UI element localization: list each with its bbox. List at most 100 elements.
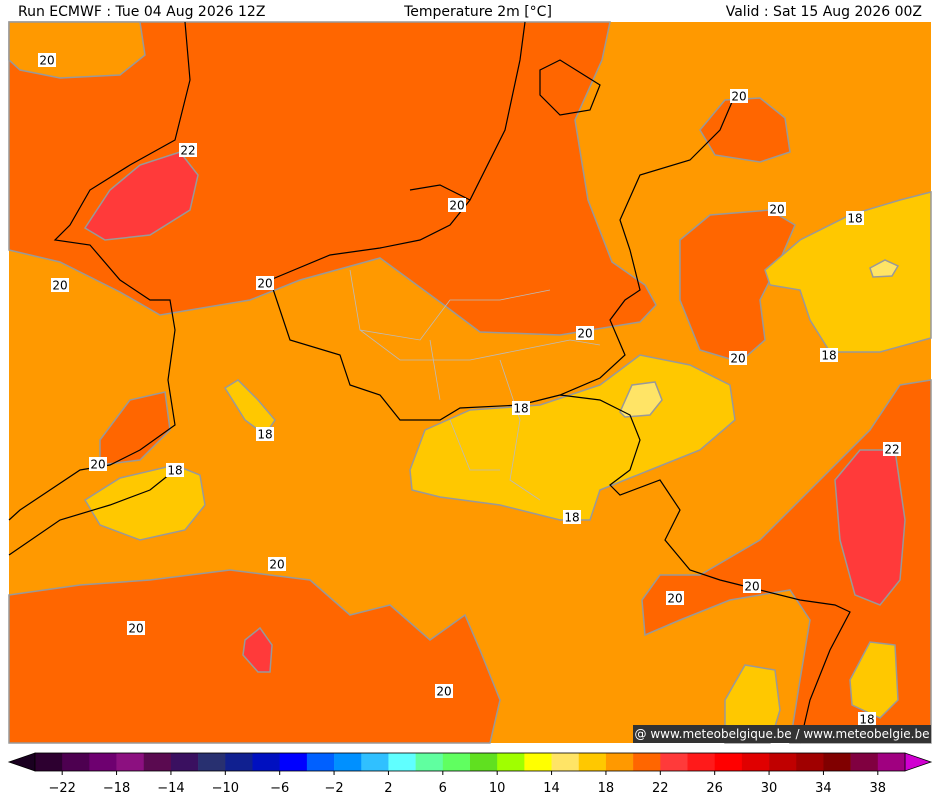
contour-label: 20 xyxy=(436,685,451,699)
coastline xyxy=(8,21,526,556)
cool-core xyxy=(619,381,663,418)
colorbar-swatch xyxy=(497,753,525,771)
colorbar-swatch xyxy=(877,753,906,771)
run-label: Run ECMWF : Tue 04 Aug 2026 12Z xyxy=(18,4,265,20)
contour-label-box xyxy=(743,579,761,593)
colorbar-swatch xyxy=(252,753,280,771)
colorbar-swatch xyxy=(578,753,607,771)
contour-label: 22 xyxy=(884,443,899,457)
colorbar-swatch xyxy=(415,753,444,771)
contour-label-box xyxy=(846,211,864,225)
colorbar-label: 10 xyxy=(489,781,506,796)
contour-label: 20 xyxy=(577,327,592,341)
cool-core xyxy=(869,259,900,278)
colorbar-label: 2 xyxy=(384,781,392,796)
map xyxy=(8,21,932,744)
colorbar-label: 26 xyxy=(706,781,723,796)
contour-label: 20 xyxy=(257,277,272,291)
hot-region xyxy=(83,151,199,241)
cool-patch xyxy=(8,21,146,79)
contour-label: 18 xyxy=(257,428,272,442)
contour-label-box xyxy=(666,591,684,605)
colorbar-swatch xyxy=(687,753,715,771)
contour-label: 20 xyxy=(744,580,759,594)
colorbar-swatch xyxy=(796,753,824,771)
colorbar-swatch xyxy=(334,753,362,771)
contour-label-box xyxy=(729,351,747,365)
colorbar-end xyxy=(7,752,36,772)
contour-label-box xyxy=(256,427,274,441)
contour-label-box xyxy=(883,442,901,456)
warm-region xyxy=(8,21,657,336)
colorbar-swatch xyxy=(361,753,389,771)
contour-label: 18 xyxy=(821,349,836,363)
colorbar-swatch xyxy=(551,753,580,771)
colorbar-label: −2 xyxy=(324,781,343,796)
colorbar-swatch xyxy=(62,753,90,771)
province-border xyxy=(349,269,601,501)
contour-label-box xyxy=(730,89,748,103)
contour-label-box xyxy=(563,510,581,524)
colorbar-swatch xyxy=(306,753,335,771)
contour-label-box xyxy=(435,684,453,698)
contour-label-box xyxy=(89,457,107,471)
colorbar-swatch xyxy=(35,753,63,771)
colorbar-label: −22 xyxy=(48,781,75,796)
contour-label: 20 xyxy=(90,458,105,472)
contour-label-box xyxy=(256,276,274,290)
colorbar-label: −6 xyxy=(270,781,289,796)
colorbar-swatch xyxy=(442,753,471,771)
contour-label-box xyxy=(820,348,838,362)
contour-label: 18 xyxy=(847,212,862,226)
colorbar-swatch xyxy=(116,753,145,771)
colorbar-swatch xyxy=(89,753,117,771)
colorbar-swatch xyxy=(741,753,770,771)
colorbar: −22 −18 −14 −10 −6 −2 2 6 10 14 18 22 26 30 34 38 xyxy=(7,752,933,796)
contour-label-box xyxy=(179,143,197,157)
contour-label: 20 xyxy=(449,199,464,213)
colorbar-swatch xyxy=(225,753,253,771)
contour-label: 18 xyxy=(564,511,579,525)
colorbar-label: 34 xyxy=(815,781,832,796)
contour-label-box xyxy=(51,278,69,292)
colorbar-swatch xyxy=(388,753,416,771)
colorbar-swatch xyxy=(143,753,172,771)
contour-label: 20 xyxy=(731,90,746,104)
contour-label: 20 xyxy=(269,558,284,572)
cool-region xyxy=(83,464,206,541)
contour-label: 18 xyxy=(859,713,874,727)
contour-label-box xyxy=(166,463,184,477)
contour-label-box xyxy=(512,401,530,415)
colorbar-swatch xyxy=(660,753,688,771)
colorbar-swatch xyxy=(279,753,308,771)
colorbar-label: 14 xyxy=(543,781,560,796)
colorbar-swatch xyxy=(524,753,552,771)
colorbar-swatch xyxy=(170,753,199,771)
colorbar-frame xyxy=(34,752,906,772)
cool-region xyxy=(223,379,276,437)
colorbar-swatch xyxy=(850,753,879,771)
contour-label-box xyxy=(127,621,145,635)
colorbar-label: 38 xyxy=(870,781,887,796)
colorbar-swatch xyxy=(714,753,743,771)
colorbar-label: 30 xyxy=(761,781,778,796)
country-border xyxy=(269,94,851,744)
colorbar-swatch xyxy=(198,753,226,771)
lake xyxy=(539,59,601,116)
contour-labels: 20 22 20 20 20 18 20 20 20 20 18 18 18 22 20 18 18 20 20 20… xyxy=(38,53,901,727)
contour-label: 22 xyxy=(180,144,195,158)
colorbar-label: −10 xyxy=(212,781,239,796)
contour-label: 20 xyxy=(39,54,54,68)
hot-region xyxy=(242,626,273,673)
colorbar-label: 18 xyxy=(598,781,615,796)
colorbar-swatch xyxy=(823,753,851,771)
contour-label-box xyxy=(858,712,876,726)
contour-label-box xyxy=(768,202,786,216)
colorbar-swatch xyxy=(470,753,498,771)
contour-label: 20 xyxy=(52,279,67,293)
contour-label-box xyxy=(268,557,286,571)
valid-label: Valid : Sat 15 Aug 2026 00Z xyxy=(726,4,922,20)
contour-label: 18 xyxy=(513,402,528,416)
cool-region xyxy=(849,641,899,719)
